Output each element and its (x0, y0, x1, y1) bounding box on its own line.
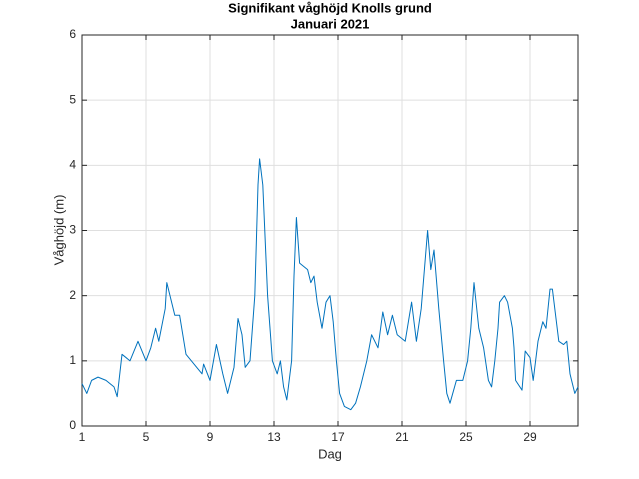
x-tick-label: 21 (395, 430, 409, 444)
y-axis-label: Våghöjd (m) (51, 195, 66, 266)
y-tick-label: 4 (69, 158, 76, 172)
y-tick-label: 0 (69, 418, 76, 432)
y-tick-label: 6 (69, 27, 76, 41)
x-tick-label: 25 (459, 430, 473, 444)
plot-frame (81, 34, 579, 427)
chart-subtitle: Januari 2021 (291, 16, 370, 31)
x-axis-label: Dag (318, 446, 342, 461)
chart-title: Signifikant våghöjd Knolls grund (228, 0, 432, 15)
x-tick-label: 9 (207, 430, 214, 444)
x-tick-label: 5 (143, 430, 150, 444)
y-tick-label: 2 (69, 288, 76, 302)
data-line (81, 158, 579, 411)
x-tick-label: 13 (267, 430, 281, 444)
y-tick-label: 5 (69, 92, 76, 106)
y-tick-label: 1 (69, 353, 76, 367)
x-tick-label: 29 (523, 430, 537, 444)
y-tick-label: 3 (69, 223, 76, 237)
x-tick-label: 17 (331, 430, 345, 444)
x-tick-label: 1 (79, 430, 86, 444)
